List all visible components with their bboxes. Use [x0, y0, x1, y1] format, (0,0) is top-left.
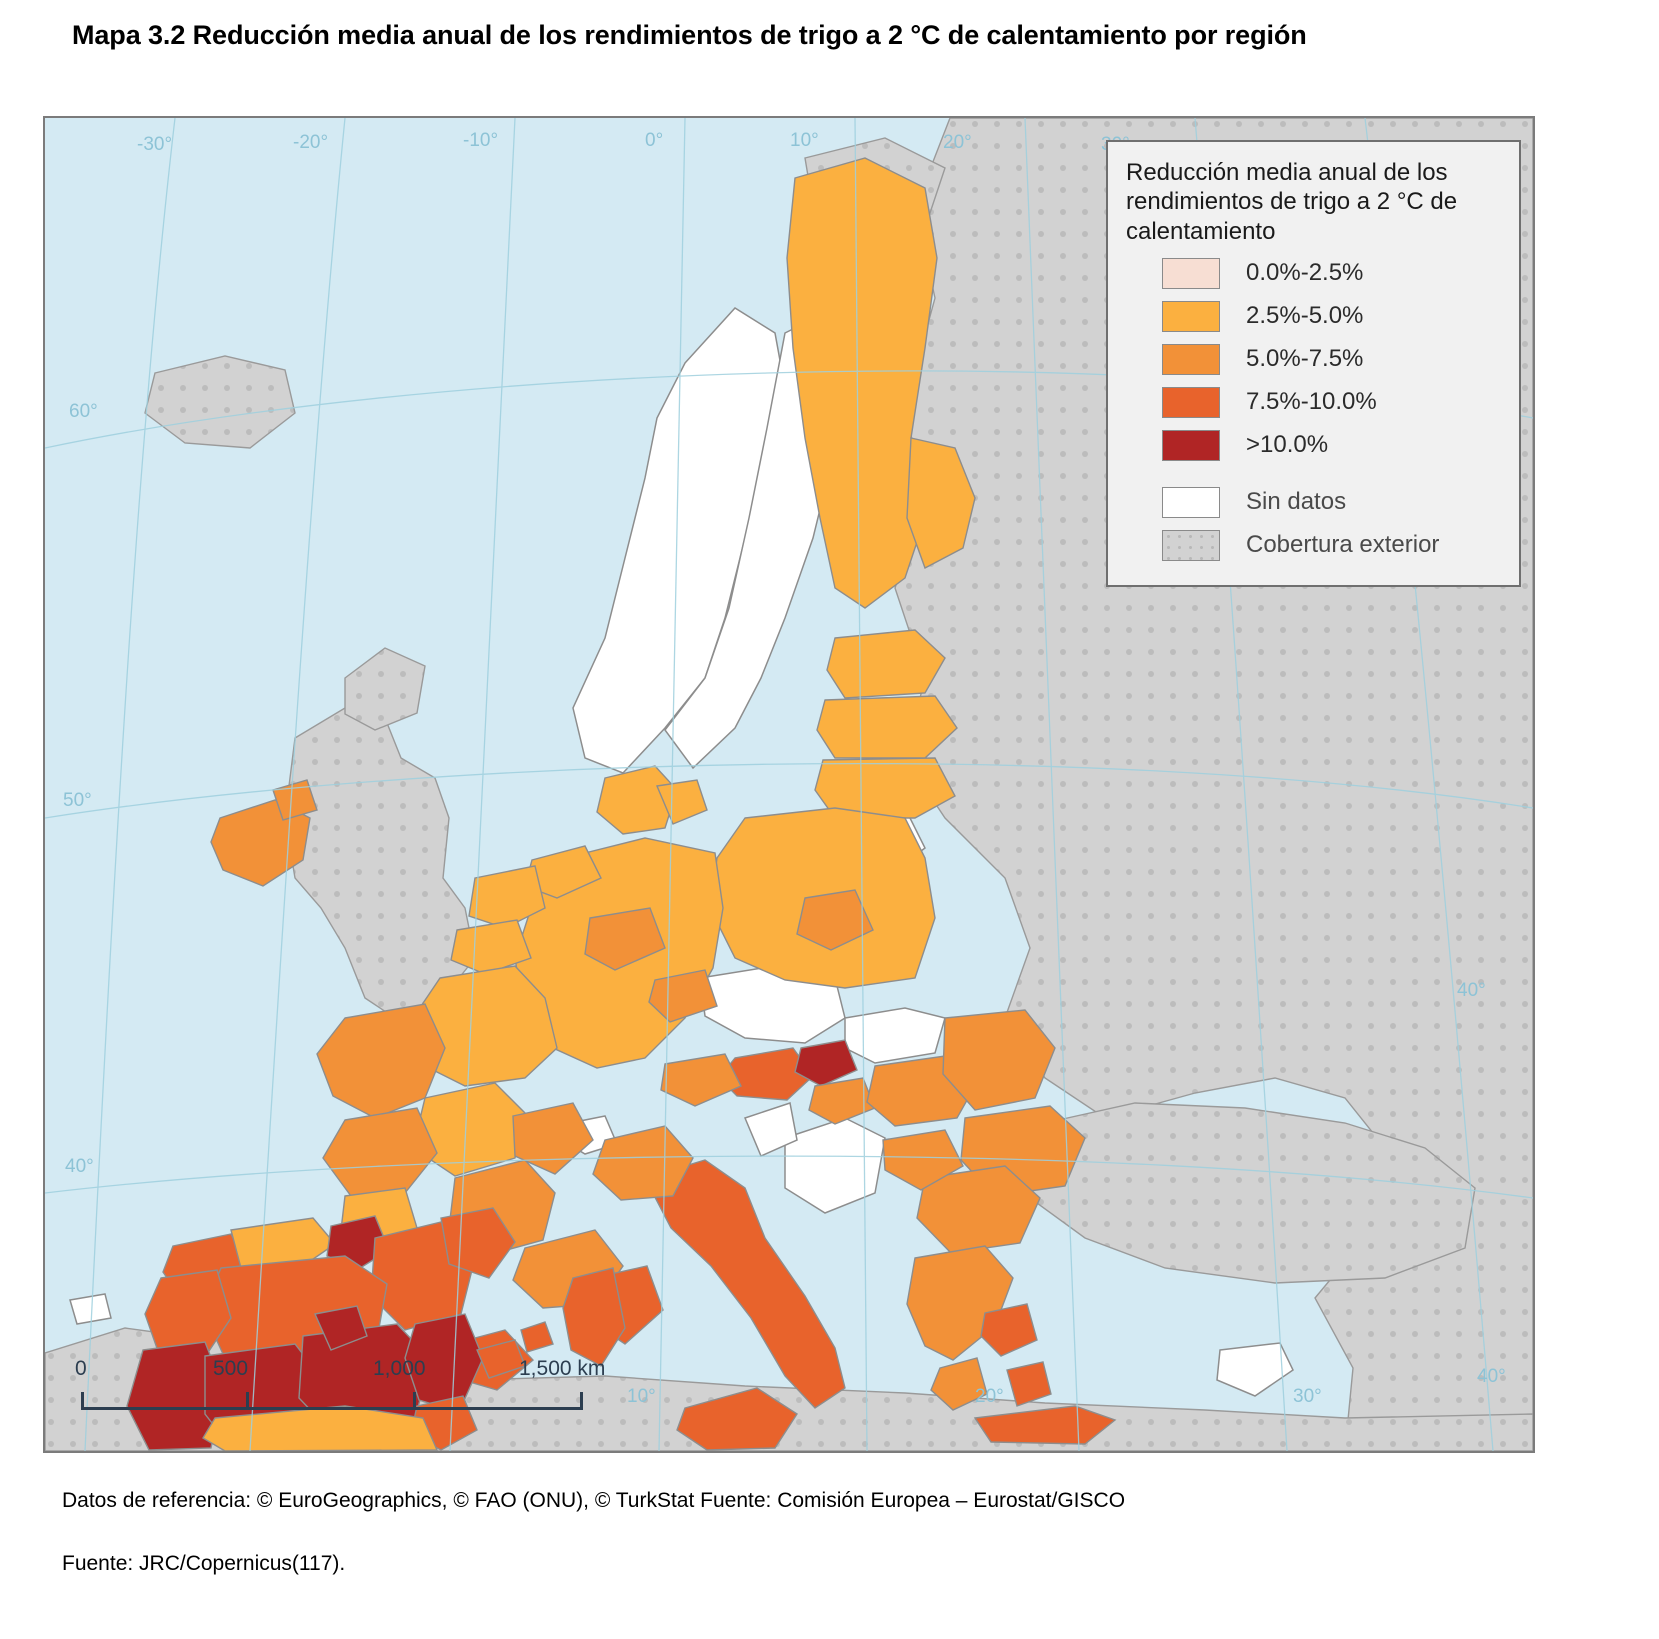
- legend-row-no-data[interactable]: Sin datos: [1126, 481, 1501, 524]
- graticule-label-lat-60: 60°: [69, 401, 98, 422]
- graticule-label-lon-20-bottom: 20°: [975, 1386, 1004, 1407]
- legend-swatch-no-data: [1162, 486, 1220, 518]
- legend-label-4: >10.0%: [1246, 431, 1329, 459]
- legend-row-outside[interactable]: Cobertura exterior: [1126, 524, 1501, 567]
- reference-note: Datos de referencia: © EuroGeographics, …: [62, 1489, 1126, 1512]
- legend-label-0: 0.0%-2.5%: [1246, 259, 1364, 287]
- scale-tick-label-500: 500: [213, 1357, 249, 1380]
- legend-row-2[interactable]: 5.0%-7.5%: [1126, 338, 1501, 381]
- graticule-label-lon-10-bottom: 10°: [627, 1386, 656, 1407]
- legend-row-0[interactable]: 0.0%-2.5%: [1126, 252, 1501, 295]
- graticule-label-lon--30: -30°: [137, 134, 173, 155]
- graticule-label-lat-40-right: 40°: [1457, 980, 1486, 1001]
- legend-label-3: 7.5%-10.0%: [1246, 388, 1377, 416]
- source-note: Fuente: JRC/Copernicus(117).: [62, 1552, 346, 1575]
- scale-bar-line: [81, 1391, 583, 1410]
- map-canvas[interactable]: -30° -20° -10° 0° 10° 20° 30° 40° 50° 10…: [43, 116, 1535, 1453]
- legend-label-outside: Cobertura exterior: [1246, 531, 1440, 559]
- map-legend: Reducción media anual de los rendimiento…: [1106, 140, 1521, 587]
- legend-row-1[interactable]: 2.5%-5.0%: [1126, 295, 1501, 338]
- graticule-label-lon-10: 10°: [790, 130, 819, 151]
- graticule-label-lat-50: 50°: [63, 790, 92, 811]
- graticule-label-lon-30-bottom: 30°: [1293, 1386, 1322, 1407]
- legend-swatch-1: [1162, 300, 1220, 332]
- scale-tick-label-1500: 1,500 km: [519, 1357, 606, 1380]
- legend-swatch-4: [1162, 429, 1220, 461]
- legend-label-1: 2.5%-5.0%: [1246, 302, 1364, 330]
- legend-swatch-3: [1162, 386, 1220, 418]
- scale-bar-tick-500: [246, 1392, 249, 1407]
- graticule-label-lat-40: 40°: [65, 1156, 94, 1177]
- scale-bar-tick-1500: [580, 1392, 583, 1407]
- legend-label-2: 5.0%-7.5%: [1246, 345, 1364, 373]
- page-title: Mapa 3.2 Reducción media anual de los re…: [72, 20, 1307, 50]
- legend-swatch-0: [1162, 257, 1220, 289]
- scale-bar-tick-1000: [413, 1392, 416, 1407]
- legend-row-4[interactable]: >10.0%: [1126, 424, 1501, 467]
- legend-label-no-data: Sin datos: [1246, 488, 1347, 516]
- legend-swatch-2: [1162, 343, 1220, 375]
- scale-bar: 0 500 1,000 1,500 km: [73, 1357, 613, 1419]
- scale-tick-label-1000: 1,000: [373, 1357, 426, 1380]
- legend-title: Reducción media anual de los rendimiento…: [1126, 159, 1458, 245]
- graticule-label-lon-40-bottom: 40°: [1477, 1366, 1506, 1387]
- graticule-label-lon--10: -10°: [463, 130, 499, 151]
- scale-tick-label-0: 0: [75, 1357, 87, 1380]
- scale-bar-tick-start: [81, 1392, 84, 1407]
- graticule-label-lon-20: 20°: [943, 132, 972, 153]
- legend-row-3[interactable]: 7.5%-10.0%: [1126, 381, 1501, 424]
- graticule-label-lon--20: -20°: [293, 132, 329, 153]
- data-regions-layer: [126, 157, 1117, 1451]
- graticule-label-lon-0: 0°: [645, 130, 664, 151]
- legend-swatch-outside: [1162, 529, 1220, 561]
